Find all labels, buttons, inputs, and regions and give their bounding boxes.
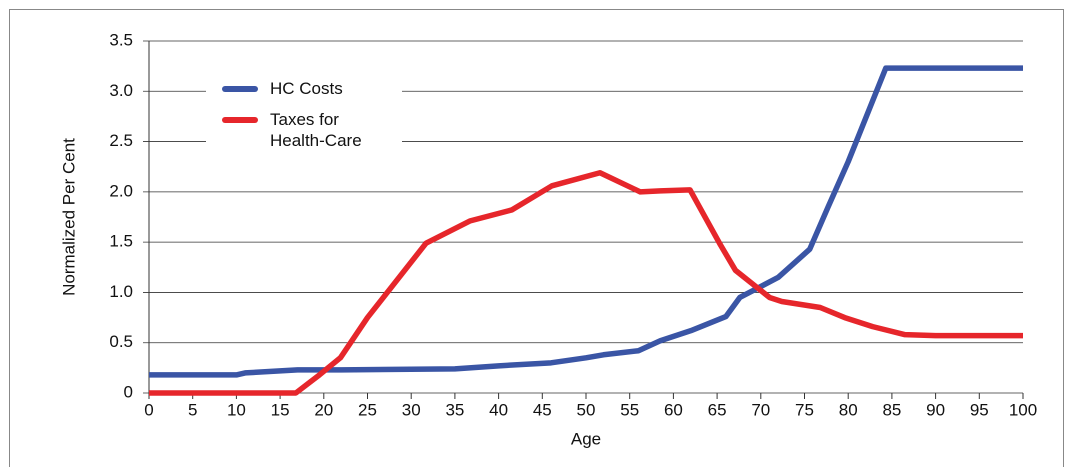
x-tick-label: 50 bbox=[577, 400, 596, 419]
x-axis-label: Age bbox=[571, 429, 601, 448]
y-tick-label: 3.0 bbox=[109, 81, 133, 100]
x-tick-label: 65 bbox=[708, 400, 727, 419]
x-tick-label: 95 bbox=[970, 400, 989, 419]
x-tick-label: 55 bbox=[620, 400, 639, 419]
y-tick-label: 2.0 bbox=[109, 181, 133, 200]
y-tick-label: 1.5 bbox=[109, 232, 133, 251]
y-tick-label: 0.5 bbox=[109, 332, 133, 351]
y-axis-label: Normalized Per Cent bbox=[59, 138, 78, 296]
x-tick-label: 80 bbox=[839, 400, 858, 419]
y-tick-label: 3.5 bbox=[109, 30, 133, 49]
x-tick-label: 5 bbox=[188, 400, 197, 419]
x-tick-label: 15 bbox=[271, 400, 290, 419]
legend-item: HC Costs bbox=[206, 78, 402, 99]
x-tick-label: 75 bbox=[795, 400, 814, 419]
y-tick-label: 0 bbox=[124, 382, 133, 401]
legend-swatch bbox=[222, 86, 258, 92]
legend-label: Taxes for Health-Care bbox=[270, 110, 362, 150]
x-tick-label: 40 bbox=[489, 400, 508, 419]
series-line bbox=[149, 65, 1023, 378]
x-tick-label: 30 bbox=[402, 400, 421, 419]
x-tick-label: 100 bbox=[1009, 400, 1037, 419]
x-tick-label: 10 bbox=[227, 400, 246, 419]
legend: HC Costs Taxes for Health-Care bbox=[206, 68, 402, 167]
x-tick-label: 0 bbox=[144, 400, 153, 419]
legend-swatch bbox=[222, 117, 258, 123]
frame bbox=[9, 9, 1064, 467]
x-tick-label: 25 bbox=[358, 400, 377, 419]
x-tick-label: 85 bbox=[882, 400, 901, 419]
y-tick-label: 2.5 bbox=[109, 131, 133, 150]
x-tick-label: 60 bbox=[664, 400, 683, 419]
x-tick-label: 20 bbox=[314, 400, 333, 419]
x-tick-label: 35 bbox=[445, 400, 464, 419]
legend-item: Taxes for Health-Care bbox=[206, 109, 402, 151]
x-tick-label: 45 bbox=[533, 400, 552, 419]
legend-label: HC Costs bbox=[270, 79, 343, 98]
x-tick-label: 70 bbox=[751, 400, 770, 419]
series-line bbox=[149, 169, 1023, 396]
y-tick-label: 1.0 bbox=[109, 282, 133, 301]
x-tick-label: 90 bbox=[926, 400, 945, 419]
